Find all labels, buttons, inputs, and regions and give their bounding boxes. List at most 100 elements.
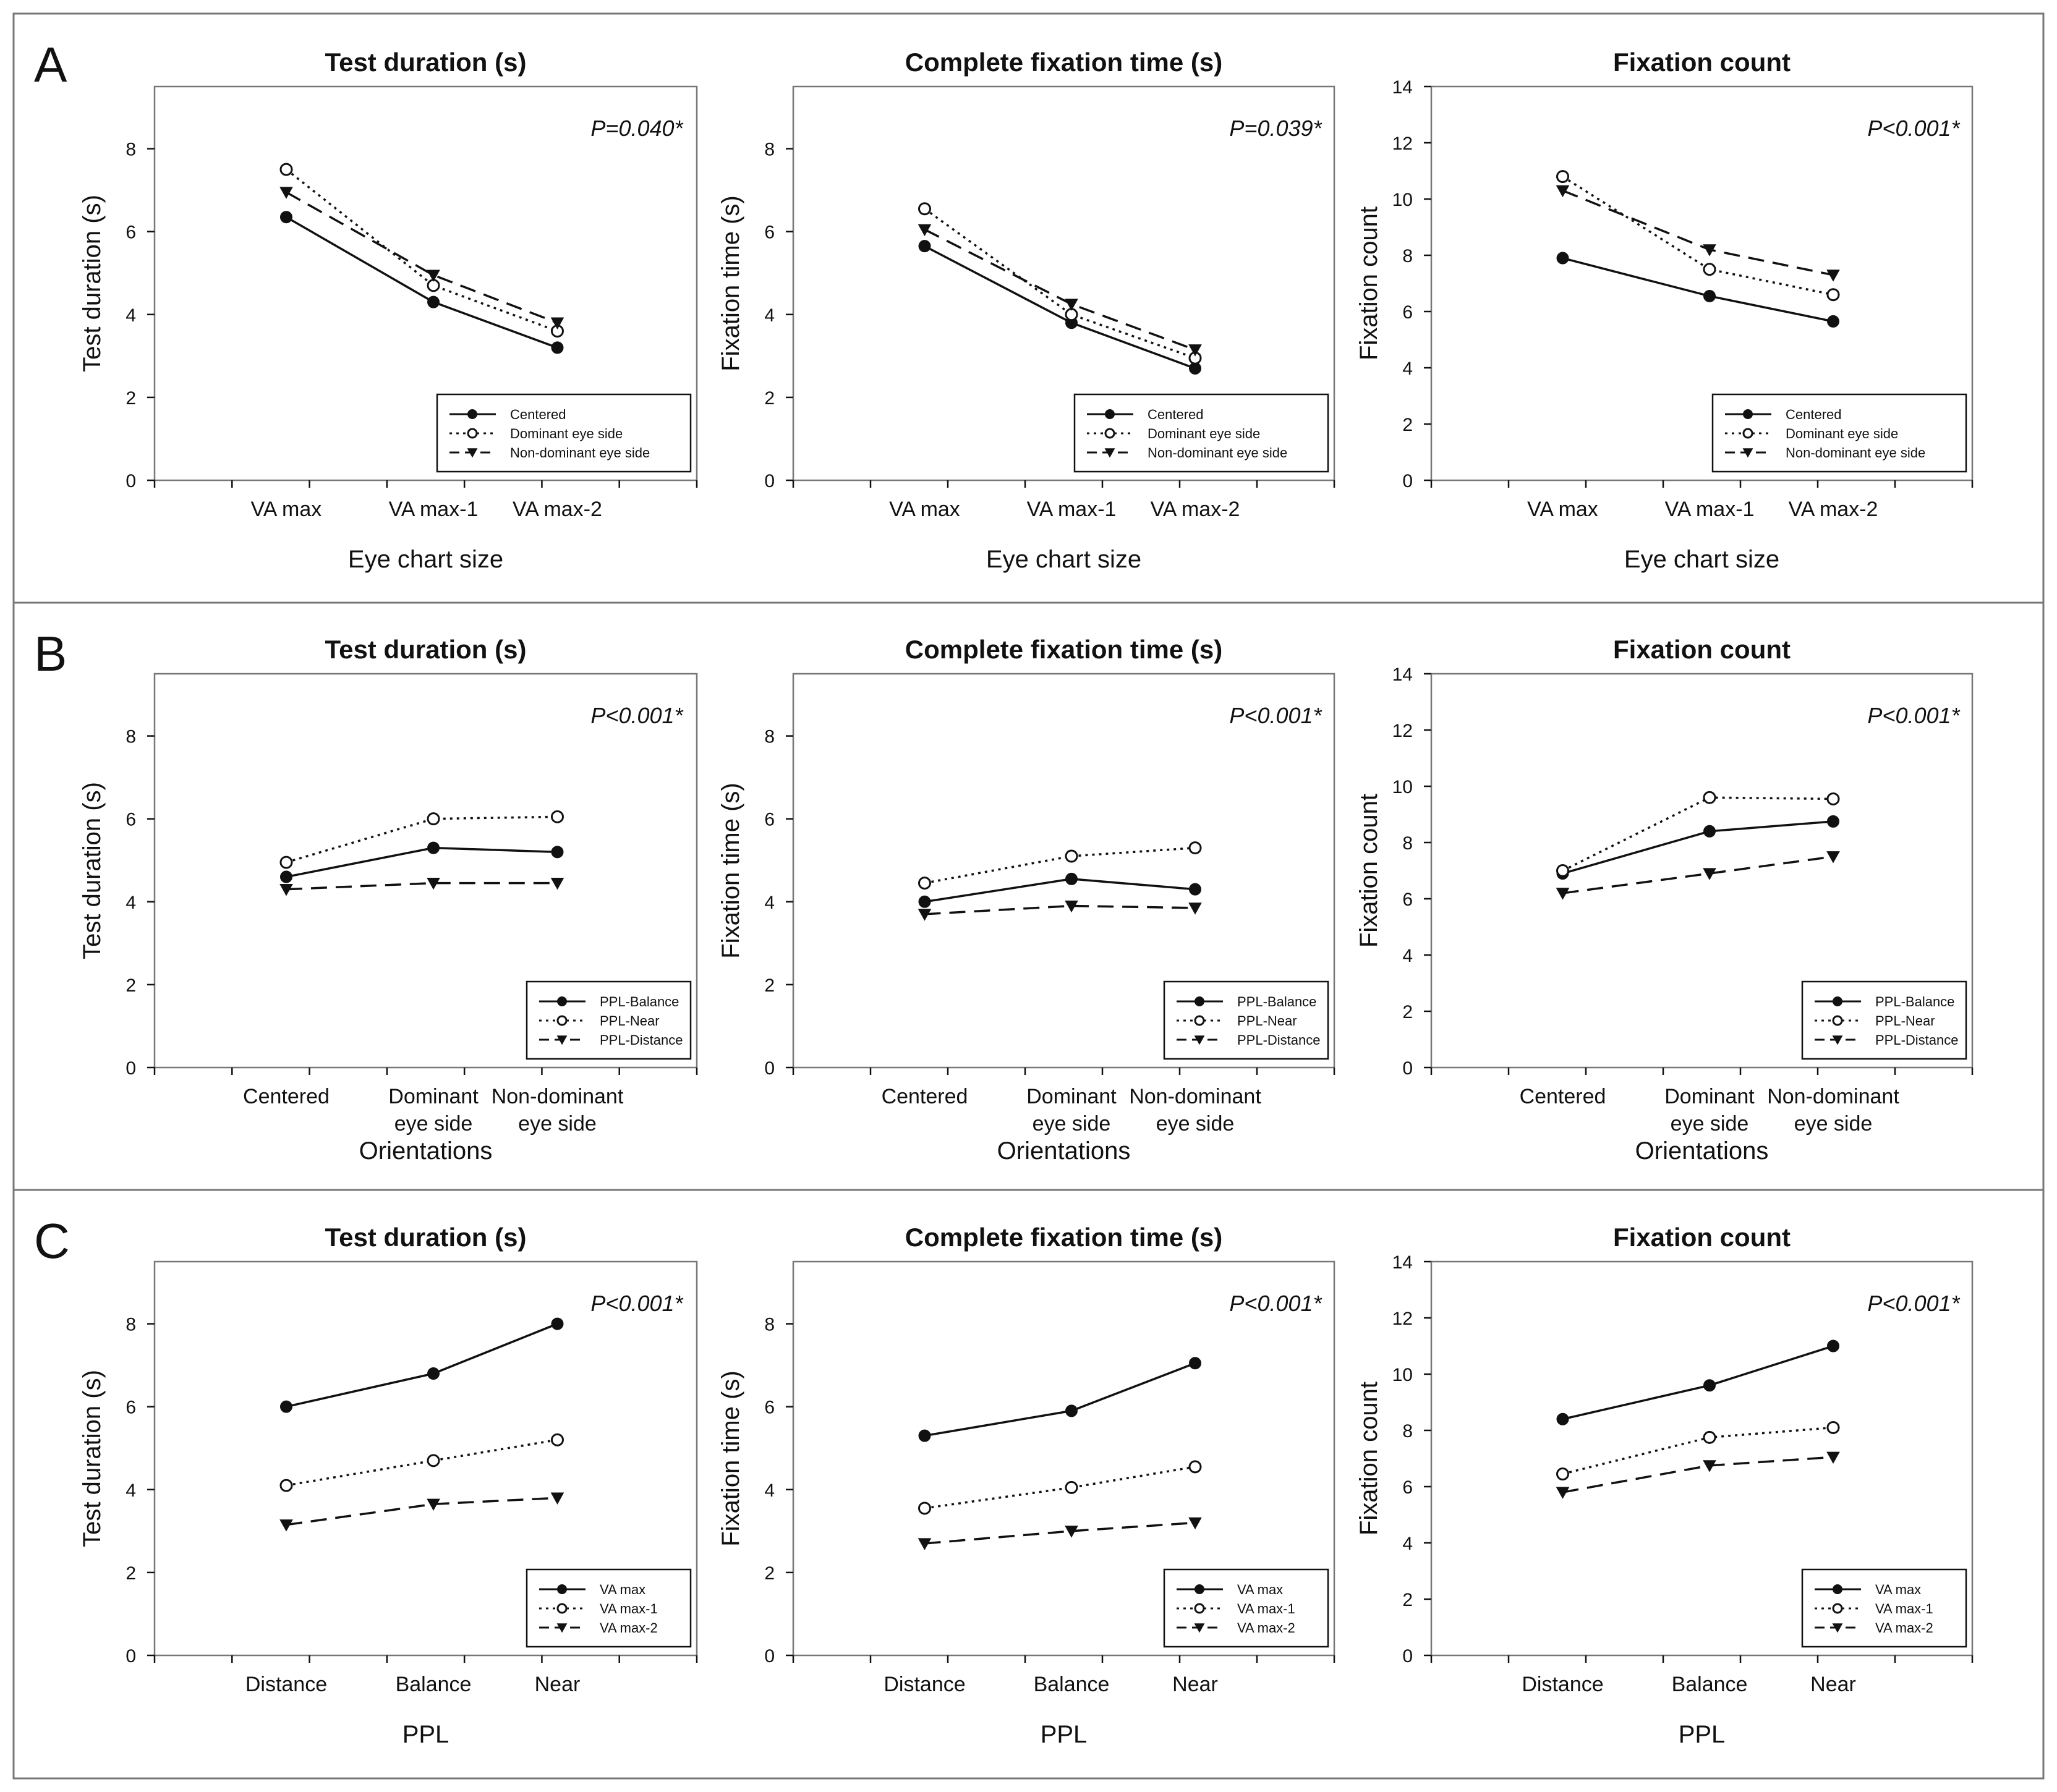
y-tick-label: 2 (126, 1563, 136, 1584)
marker-filled-triangle (1826, 270, 1840, 282)
y-tick-label: 0 (1402, 1646, 1413, 1667)
marker-open-circle (1194, 1603, 1205, 1614)
plot-frame (792, 1260, 1335, 1657)
plot-frame (153, 85, 698, 482)
marker-open-circle (550, 810, 564, 823)
legend-label: Dominant eye side (1786, 426, 1898, 441)
marker-open-circle (1065, 849, 1078, 863)
marker-open-circle (279, 163, 293, 176)
series-dotted (1556, 170, 1840, 302)
marker-filled-circle (1827, 1340, 1839, 1352)
y-tick-label: 2 (126, 388, 136, 409)
legend-label: Non-dominant eye side (510, 445, 650, 461)
y-tick-label: 6 (126, 1398, 136, 1418)
y-tick-label: 0 (764, 471, 775, 491)
y-tick-label: 8 (764, 1315, 775, 1335)
marker-open-circle (1188, 841, 1202, 855)
series-line (1562, 856, 1834, 894)
series-dashed (1556, 1451, 1840, 1499)
series-dashed (1556, 851, 1840, 900)
x-tick-label: VA max-2 (1151, 498, 1240, 521)
y-tick-label: 4 (1402, 946, 1413, 966)
chart-b3: Fixation count 0 2 4 6 8 10 12 14 Centered Dominan… (1355, 635, 1974, 1165)
marker-filled-triangle (1742, 448, 1753, 458)
legend: Centered Dominant eye side Non-dominant ey… (1073, 393, 1329, 473)
plot-frame (1430, 85, 1974, 482)
series-line (1562, 257, 1834, 323)
y-tick-label: 2 (764, 388, 775, 409)
chart-title: Complete fixation time (s) (905, 1223, 1222, 1252)
series-line (924, 1362, 1196, 1437)
y-tick-label: 4 (126, 305, 136, 326)
marker-filled-triangle (1826, 851, 1840, 864)
series-line (286, 191, 558, 324)
series-solid (279, 211, 564, 354)
x-tick-label: Balance (396, 1673, 472, 1696)
plot-frame (153, 673, 698, 1069)
y-tick-label: 8 (1402, 1421, 1413, 1442)
legend-label: PPL-Distance (1875, 1032, 1959, 1048)
marker-filled-triangle (1556, 888, 1570, 900)
y-tick-label: 14 (1392, 665, 1413, 685)
legend: PPL-Balance PPL-Near PPL-Distance (1163, 980, 1329, 1060)
marker-open-circle (427, 812, 440, 826)
y-tick-label: 6 (1402, 1477, 1413, 1498)
y-tick-label: 6 (1402, 302, 1413, 323)
x-tick-label: Dominant (388, 1085, 479, 1108)
y-tick-label: 12 (1392, 721, 1413, 741)
series-dashed (279, 877, 564, 896)
chart-c1: Test duration (s) 0 2 4 6 8 Distance Balance Nea… (79, 1223, 698, 1748)
legend-label: VA max-2 (1237, 1620, 1295, 1636)
y-tick-label: 14 (1392, 1252, 1413, 1273)
y-axis-label: Test duration (s) (79, 1370, 106, 1547)
series-line (1562, 820, 1834, 875)
y-tick-label: 2 (1402, 1002, 1413, 1022)
legend-label: Non-dominant eye side (1786, 445, 1925, 461)
legend: VA max VA max-1 VA max-2 (1163, 1568, 1329, 1648)
marker-open-circle (1194, 1015, 1205, 1026)
x-tick-label: Distance (1522, 1673, 1603, 1696)
y-tick-label: 2 (1402, 1590, 1413, 1610)
marker-filled-triangle (467, 448, 478, 458)
marker-open-circle (1188, 1460, 1202, 1474)
y-tick-label: 4 (764, 893, 775, 913)
x-axis-label: PPL (1679, 1721, 1726, 1748)
marker-open-circle (550, 1433, 564, 1446)
marker-filled-circle (427, 295, 440, 308)
p-value: P<0.001* (590, 703, 683, 728)
y-axis-label: Fixation time (s) (717, 783, 744, 959)
marker-filled-triangle (1556, 185, 1570, 198)
series-dotted (1556, 791, 1840, 877)
legend-label: PPL-Near (1875, 1013, 1935, 1029)
legend-label: VA max-2 (600, 1620, 658, 1636)
y-tick-label: 6 (126, 223, 136, 243)
marker-filled-triangle (1065, 299, 1078, 311)
series-solid (1556, 1340, 1839, 1425)
legend-label: PPL-Near (1237, 1013, 1297, 1029)
y-tick-label: 10 (1392, 1365, 1413, 1385)
x-tick-label: VA max-1 (1665, 498, 1755, 521)
plot-frame (1430, 1260, 1974, 1657)
marker-filled-circle (279, 1400, 292, 1413)
chart-a3: Fixation count 0 2 4 6 8 10 12 14 VA max VA max-1 V… (1355, 48, 1974, 573)
y-tick-label: 0 (764, 1646, 775, 1667)
marker-filled-circle (1189, 883, 1201, 896)
series-line (924, 1521, 1196, 1545)
marker-open-circle (427, 1454, 440, 1467)
marker-filled-triangle (1703, 1460, 1716, 1472)
x-tick-label: VA max-1 (389, 498, 479, 521)
legend-box (1073, 393, 1329, 473)
p-value: P=0.040* (590, 116, 683, 141)
marker-filled-triangle (556, 1035, 568, 1045)
plot-frame (792, 673, 1335, 1069)
x-tick-label: eye side (518, 1112, 597, 1136)
y-tick-label: 8 (764, 140, 775, 160)
series-dotted (279, 810, 564, 869)
marker-open-circle (1703, 263, 1716, 276)
chart-title: Test duration (s) (325, 635, 527, 664)
x-tick-label: VA max (889, 498, 960, 521)
panel-letter-c: C (34, 1213, 70, 1268)
series-line (1562, 1344, 1834, 1420)
series-solid (279, 841, 564, 883)
x-axis-label: Orientations (997, 1137, 1131, 1165)
